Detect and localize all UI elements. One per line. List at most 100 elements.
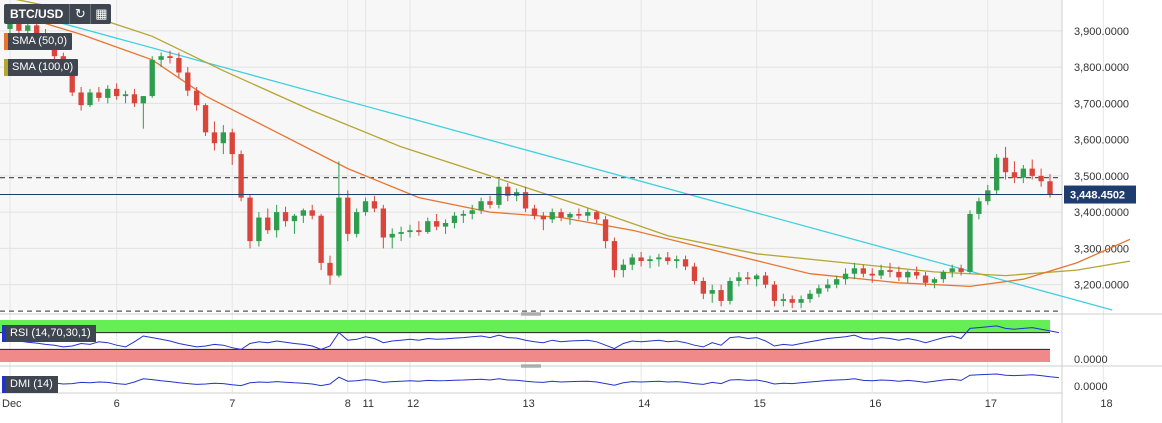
- candle-body: [594, 212, 600, 220]
- candle-body: [167, 56, 173, 59]
- symbol-label[interactable]: BTC/USD: [10, 7, 64, 21]
- rsi-legend[interactable]: RSI (14,70,30,1): [2, 325, 96, 342]
- x-tick-label: 11: [363, 398, 374, 410]
- candle-body: [371, 201, 378, 209]
- x-tick-label: 6: [114, 398, 120, 410]
- candle-body: [922, 275, 929, 283]
- candle-body: [131, 94, 138, 104]
- candle-body: [407, 230, 413, 233]
- candle-body: [434, 221, 440, 227]
- candle-body: [158, 56, 164, 60]
- x-tick-label: 12: [407, 398, 419, 410]
- candle-body: [585, 212, 591, 216]
- candle-body: [274, 212, 280, 231]
- candle-body: [958, 268, 964, 272]
- candle-body: [816, 288, 822, 294]
- candle-body: [976, 201, 982, 214]
- x-tick-label: 16: [869, 398, 881, 410]
- candle-body: [327, 262, 333, 276]
- candle-body: [7, 21, 13, 30]
- candle-body: [887, 270, 893, 272]
- candle-body: [647, 259, 653, 262]
- candle-body: [1029, 168, 1035, 176]
- candle-body: [736, 277, 742, 281]
- x-tick-label: 14: [638, 398, 650, 410]
- candle-body: [220, 132, 226, 144]
- y-tick-label: 3,900.0000: [1074, 26, 1129, 38]
- candle-body: [825, 284, 831, 289]
- rsi-overbought-zone: [0, 320, 1050, 333]
- candle-body: [798, 299, 804, 303]
- candle-body: [949, 268, 955, 272]
- candle-body: [638, 257, 644, 262]
- candle-body: [558, 212, 564, 218]
- candle-body: [514, 192, 520, 196]
- candle-body: [469, 210, 475, 214]
- candle-body: [380, 208, 386, 238]
- trendline-segment: [9, 8, 1113, 311]
- candlestick-series: [7, 14, 1053, 309]
- candle-body: [265, 217, 271, 231]
- candle-body: [460, 213, 466, 216]
- candle-body: [1020, 168, 1026, 178]
- candle-body: [940, 271, 946, 280]
- candle-body: [905, 271, 911, 278]
- candle-body: [691, 266, 698, 281]
- candle-body: [522, 192, 529, 209]
- candle-body: [78, 92, 84, 106]
- candle-body: [247, 197, 253, 242]
- candle-body: [878, 270, 884, 276]
- rsi-line: [9, 325, 1059, 350]
- candle-body: [860, 268, 866, 274]
- y-tick-label: 3,600.0000: [1074, 135, 1129, 147]
- trendline: [9, 8, 1113, 311]
- refresh-icon[interactable]: ↻: [69, 4, 90, 24]
- x-tick-label: 15: [754, 398, 766, 410]
- candle-body: [96, 92, 102, 98]
- candle-body: [282, 212, 289, 222]
- candle-body: [851, 268, 858, 274]
- candle-body: [496, 186, 502, 205]
- candle-body: [309, 210, 315, 216]
- candle-body: [336, 197, 342, 276]
- candle-body: [300, 210, 306, 216]
- dmi-label: DMI (14): [10, 378, 53, 390]
- y-axis-labels: 3,900.0000 3,800.0000 3,700.0000 3,600.0000…: [1074, 26, 1129, 292]
- candle-body: [576, 213, 582, 216]
- candle-body: [602, 219, 609, 242]
- y-tick-label: 3,800.0000: [1074, 62, 1129, 74]
- candle-body: [540, 215, 546, 220]
- candle-body: [745, 277, 751, 280]
- candle-body: [345, 197, 351, 234]
- candle-body: [451, 215, 458, 223]
- candle-body: [202, 105, 209, 133]
- candle-body: [1038, 175, 1044, 182]
- candle-body: [185, 72, 191, 91]
- panel-dividers[interactable]: [0, 312, 1162, 368]
- candle-body: [985, 190, 991, 202]
- candle-body: [1047, 181, 1053, 195]
- y-tick-label: 3,300.0000: [1074, 243, 1129, 255]
- dmi-color-swatch: [2, 376, 6, 393]
- candle-body: [709, 290, 715, 294]
- candle-body: [869, 273, 875, 276]
- candle-body: [896, 271, 902, 278]
- sma100-legend[interactable]: SMA (100,0): [4, 59, 79, 76]
- calendar-icon[interactable]: ▦: [90, 4, 111, 24]
- candle-body: [789, 299, 795, 303]
- y-tick-label: 3,500.0000: [1074, 171, 1129, 183]
- candle-body: [25, 25, 31, 31]
- x-tick-label: Dec: [2, 398, 22, 410]
- rsi-oversold-zone: [0, 349, 1050, 362]
- candle-body: [238, 154, 244, 198]
- candle-body: [69, 70, 75, 93]
- dmi-legend[interactable]: DMI (14): [2, 376, 58, 393]
- sma50-legend[interactable]: SMA (50,0): [4, 33, 73, 50]
- candle-body: [531, 208, 538, 216]
- candle-body: [505, 186, 511, 196]
- candle-body: [994, 157, 1000, 191]
- candle-body: [176, 58, 182, 73]
- candle-body: [842, 273, 849, 280]
- candle-body: [834, 279, 840, 285]
